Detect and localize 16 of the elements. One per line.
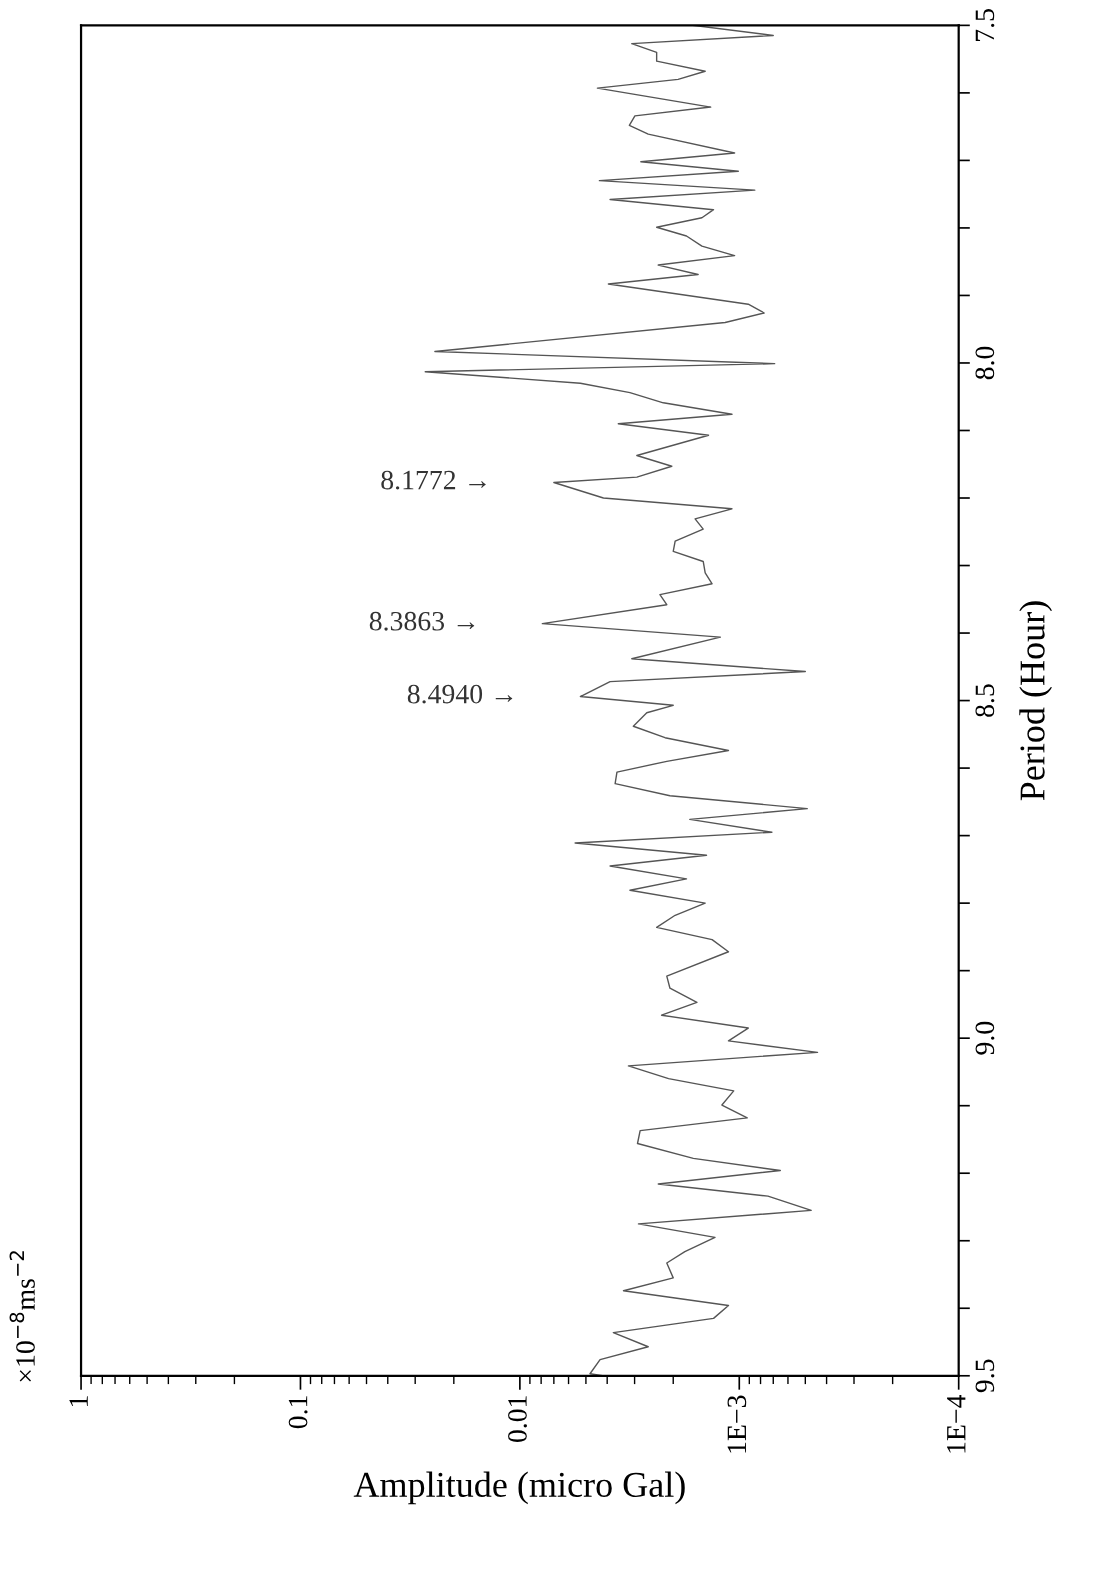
y-tick-label: 8.0 <box>975 346 995 380</box>
x-tick-label: 0.01 <box>508 1396 527 1443</box>
x-tick-label: 0.1 <box>288 1396 308 1429</box>
text: ×10$^{−8}$ms$^{−2}$ <box>9 1251 35 1382</box>
x-tick-label: 1 <box>69 1396 88 1406</box>
annotation: 8.3863 → <box>369 611 475 631</box>
x-axis-title: Amplitude (micro Gal) <box>353 1471 685 1505</box>
x-tick-label: 1E−4 <box>947 1394 966 1453</box>
annotation: 8.1772 → <box>381 470 486 490</box>
y-axis-title: Period (Hour) <box>1019 601 1053 801</box>
y-tick-label: 7.5 <box>975 9 995 41</box>
annotation: 8.4940 → <box>407 684 513 704</box>
y-tick-label: 8.5 <box>975 684 995 717</box>
x-tick-label: 1E−3 <box>727 1395 747 1453</box>
y-tick-label: 9.5 <box>975 1359 995 1393</box>
y-tick-label: 9.0 <box>975 1021 995 1055</box>
